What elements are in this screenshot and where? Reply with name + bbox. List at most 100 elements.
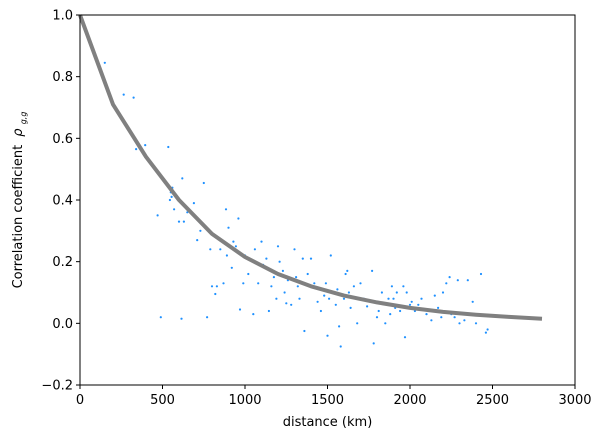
x-axis-ticks: 0 500 1000 1500 2000 2500 3000 xyxy=(76,385,592,408)
y-axis-label-subscript: g,g xyxy=(19,112,28,125)
scatter-point xyxy=(336,288,339,291)
scatter-point xyxy=(267,309,270,313)
scatter-points xyxy=(103,61,489,348)
scatter-point xyxy=(329,254,332,257)
scatter-point xyxy=(182,220,185,223)
scatter-point xyxy=(253,248,256,251)
scatter-point xyxy=(326,334,329,337)
scatter-point xyxy=(215,285,218,288)
y-axis-label-text: Correlation coefficient xyxy=(11,145,26,289)
scatter-point xyxy=(359,282,362,285)
scatter-point xyxy=(293,248,296,251)
scatter-point xyxy=(339,345,342,348)
scatter-point xyxy=(402,285,405,288)
scatter-point xyxy=(456,279,459,282)
scatter-point xyxy=(441,291,445,294)
scatter-point xyxy=(323,294,326,297)
scatter-point xyxy=(440,316,443,319)
scatter-point xyxy=(344,272,347,276)
y-tick-label: −0.2 xyxy=(41,379,73,394)
scatter-point xyxy=(252,313,255,316)
scatter-point xyxy=(272,276,275,279)
scatter-point xyxy=(377,309,380,313)
scatter-point xyxy=(384,322,387,325)
y-tick-label: 1.0 xyxy=(52,9,73,24)
scatter-point xyxy=(196,239,199,242)
scatter-point xyxy=(209,248,212,251)
x-tick-label: 1500 xyxy=(311,393,344,408)
scatter-point xyxy=(387,297,390,300)
scatter-point xyxy=(192,202,195,205)
scatter-point xyxy=(238,308,242,311)
scatter-point xyxy=(392,297,395,300)
x-tick-label: 2500 xyxy=(476,393,509,408)
scatter-point xyxy=(334,303,337,306)
scatter-point xyxy=(303,329,306,333)
scatter-point xyxy=(349,306,352,309)
scatter-point xyxy=(270,285,273,288)
scatter-point xyxy=(242,282,245,285)
scatter-point xyxy=(283,291,286,294)
scatter-point xyxy=(471,300,474,303)
x-tick-label: 2000 xyxy=(393,393,426,408)
scatter-point xyxy=(295,276,298,279)
scatter-point xyxy=(122,93,125,96)
scatter-point xyxy=(420,297,423,300)
plot-area xyxy=(78,14,543,348)
scatter-point xyxy=(260,240,263,243)
scatter-point xyxy=(380,291,383,294)
scatter-point xyxy=(371,269,374,272)
scatter-point xyxy=(408,303,412,306)
scatter-point xyxy=(347,291,350,294)
scatter-point xyxy=(342,297,346,300)
scatter-point xyxy=(410,300,413,303)
scatter-point xyxy=(214,292,217,296)
scatter-point xyxy=(135,148,138,151)
scatter-point xyxy=(247,272,250,276)
svg-text:Correlation coefficient: Correlation coefficient ρ g,g xyxy=(11,112,28,289)
scatter-point xyxy=(425,313,428,316)
scatter-point xyxy=(202,181,205,185)
scatter-point xyxy=(159,316,162,319)
scatter-point xyxy=(405,291,408,294)
x-tick-label: 1000 xyxy=(228,393,261,408)
scatter-point xyxy=(234,245,237,248)
scatter-point xyxy=(403,336,407,339)
scatter-point xyxy=(319,309,322,313)
scatter-point xyxy=(433,294,436,297)
fit-curve xyxy=(78,14,543,321)
scatter-point xyxy=(352,285,355,288)
y-tick-label: 0.8 xyxy=(52,70,73,85)
scatter-point xyxy=(230,266,233,269)
y-tick-label: 0.2 xyxy=(52,255,73,270)
scatter-point xyxy=(199,229,202,232)
scatter-point xyxy=(474,322,478,325)
scatter-point xyxy=(324,282,327,285)
scatter-point xyxy=(237,217,240,220)
scatter-point xyxy=(389,313,392,316)
scatter-point xyxy=(445,282,448,285)
scatter-point xyxy=(276,245,280,248)
x-axis-label: distance (km) xyxy=(283,415,373,430)
scatter-point xyxy=(298,297,301,300)
scatter-point xyxy=(306,272,309,276)
scatter-point xyxy=(463,319,466,322)
scatter-point xyxy=(390,285,393,288)
scatter-point xyxy=(309,257,313,260)
scatter-point xyxy=(103,61,106,64)
scatter-point xyxy=(437,306,440,309)
scatter-point xyxy=(173,208,176,211)
scatter-point xyxy=(453,316,456,319)
scatter-point xyxy=(181,177,184,180)
y-tick-label: 0.6 xyxy=(52,132,73,147)
scatter-point xyxy=(316,300,319,303)
scatter-point xyxy=(430,319,433,322)
y-tick-label: 0.0 xyxy=(52,317,73,332)
scatter-point xyxy=(168,198,171,202)
scatter-point xyxy=(375,316,379,319)
scatter-point xyxy=(275,297,278,300)
scatter-point xyxy=(170,195,173,198)
scatter-point xyxy=(417,303,420,306)
scatter-point xyxy=(167,145,170,149)
